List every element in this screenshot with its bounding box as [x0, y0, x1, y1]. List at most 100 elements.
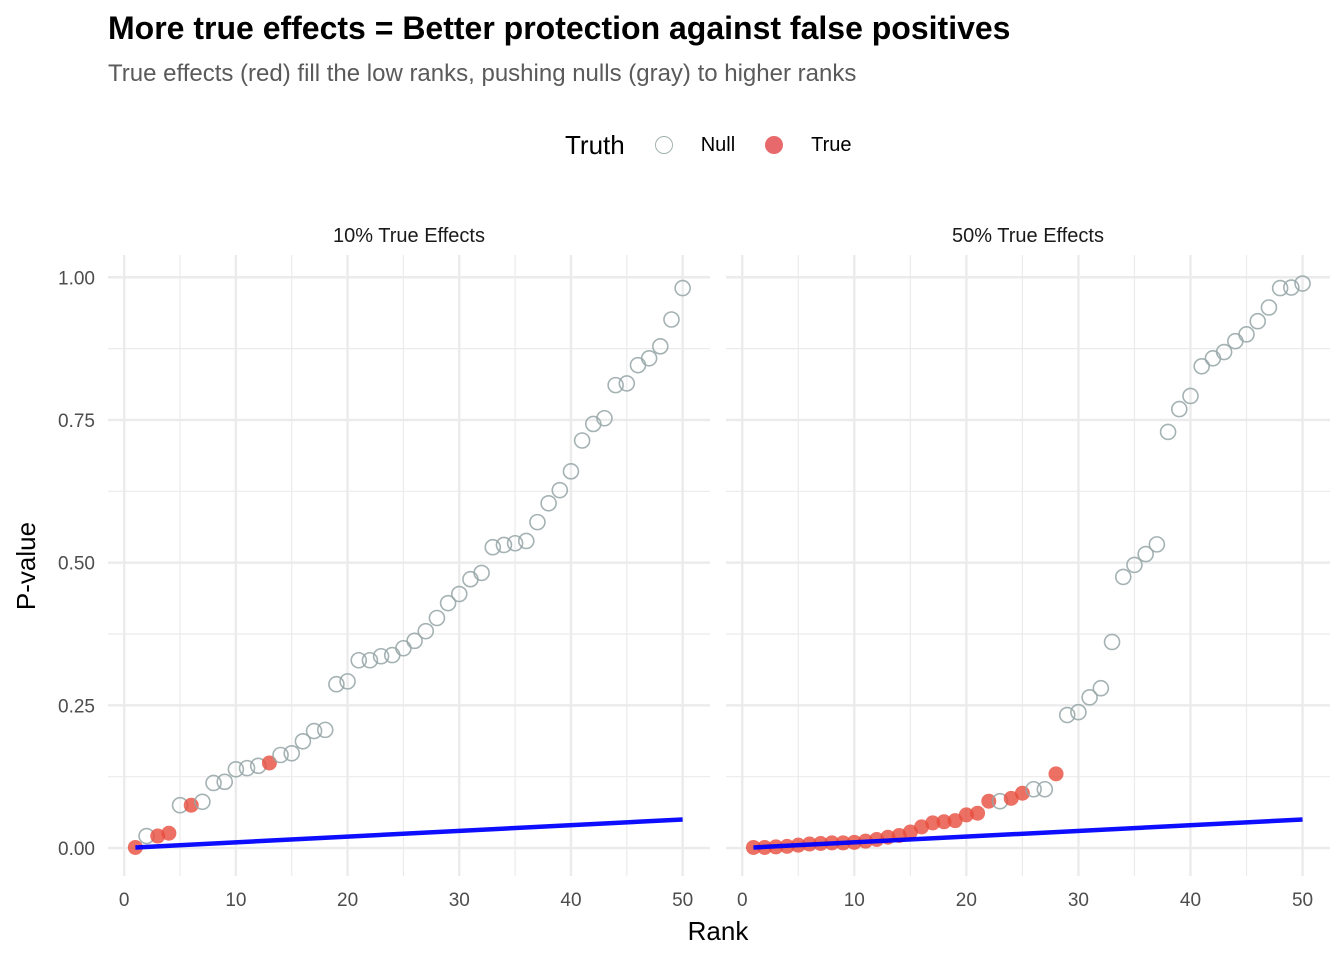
null-point [551, 481, 569, 499]
null-point [216, 773, 234, 791]
null-point [1260, 299, 1278, 316]
null-point [674, 279, 691, 297]
null-point [406, 632, 423, 650]
x-tick-label: 40 [560, 890, 581, 911]
null-point [618, 375, 636, 392]
null-point [227, 760, 245, 778]
null-point [506, 534, 524, 552]
bh-threshold-line [753, 817, 1303, 850]
null-point [517, 532, 535, 550]
null-point [339, 673, 356, 690]
null-point [305, 722, 323, 740]
null-point [439, 594, 457, 612]
null-point [328, 675, 345, 693]
legend-true-marker-icon [765, 136, 784, 154]
null-point [1036, 780, 1054, 798]
legend-null-label: Null [700, 133, 736, 156]
x-tick-label: 50 [1292, 890, 1313, 911]
null-point [640, 350, 658, 367]
y-axis-title: P-value [11, 522, 41, 610]
null-point [1182, 387, 1199, 405]
null-point [663, 311, 680, 328]
null-point [205, 774, 222, 792]
null-point [450, 585, 468, 603]
null-point [1249, 312, 1267, 330]
true-effect-point [936, 814, 952, 830]
y-tick-label: 0.50 [58, 554, 95, 575]
x-tick-label: 30 [1068, 890, 1089, 911]
null-point [1058, 706, 1076, 724]
null-point [1092, 679, 1110, 697]
null-point [361, 651, 379, 669]
facet-strip-label: 10% True Effects [333, 225, 485, 247]
null-point [473, 564, 490, 582]
null-point [294, 732, 312, 750]
null-point [529, 513, 546, 531]
x-tick-label: 10 [844, 890, 865, 911]
legend-true-label: True [811, 133, 852, 156]
y-tick-label: 0.75 [58, 411, 95, 432]
null-point [484, 538, 502, 556]
true-effect-point [981, 793, 997, 809]
null-point [629, 356, 647, 374]
null-point [607, 376, 624, 394]
null-point [1114, 568, 1132, 586]
true-effect-point [970, 805, 986, 821]
legend-title: Truth [565, 129, 625, 160]
null-point [596, 409, 613, 427]
null-point [1025, 780, 1042, 798]
null-point [1081, 689, 1098, 706]
y-tick-label: 0.00 [58, 839, 95, 860]
bh-threshold-line [135, 817, 683, 850]
true-effect-point [161, 825, 177, 841]
null-point [383, 646, 401, 664]
true-effect-point [947, 813, 963, 829]
true-effect-point [925, 815, 941, 831]
null-point [1070, 703, 1087, 721]
null-point [1283, 279, 1300, 296]
x-tick-label: 0 [119, 890, 130, 911]
null-point [1148, 536, 1166, 553]
true-effect-point [261, 755, 277, 771]
true-effect-point [958, 807, 974, 823]
null-point [562, 463, 580, 480]
y-tick-label: 1.00 [58, 268, 95, 289]
null-point [651, 338, 669, 355]
null-point [1215, 343, 1233, 361]
null-point [1170, 400, 1188, 418]
null-point [1137, 545, 1154, 563]
legend: Truth Null True [565, 128, 852, 162]
null-point [1294, 275, 1311, 292]
null-point [272, 746, 289, 764]
null-point [372, 647, 390, 665]
null-point [1159, 423, 1177, 441]
null-point [1271, 279, 1289, 297]
null-point [194, 793, 211, 811]
x-axis-title: Rank [688, 916, 750, 946]
null-point [1126, 556, 1143, 574]
x-tick-label: 20 [337, 890, 358, 911]
null-point [1193, 358, 1210, 375]
null-point [238, 759, 256, 777]
chart-title: More true effects = Better protection ag… [108, 10, 1011, 46]
null-point [573, 432, 591, 449]
null-point [540, 494, 557, 512]
null-point [417, 622, 435, 640]
null-point [428, 609, 446, 627]
true-effect-point [902, 824, 918, 840]
x-tick-label: 20 [956, 890, 977, 911]
null-point [462, 570, 479, 588]
y-tick-label: 0.25 [58, 696, 95, 717]
x-tick-label: 10 [225, 890, 246, 911]
null-point [1204, 350, 1222, 367]
null-point [495, 536, 513, 554]
null-point [1227, 332, 1244, 350]
null-point [283, 744, 301, 762]
x-tick-label: 40 [1180, 890, 1201, 911]
facet-panel-1: 10% True Effects 0 10 20 30 40 50 0.00 0.25 0.50 0… [58, 225, 710, 911]
null-point [1238, 326, 1255, 343]
true-effect-point [1003, 790, 1019, 806]
x-tick-label: 50 [672, 890, 693, 911]
null-point [350, 651, 368, 669]
